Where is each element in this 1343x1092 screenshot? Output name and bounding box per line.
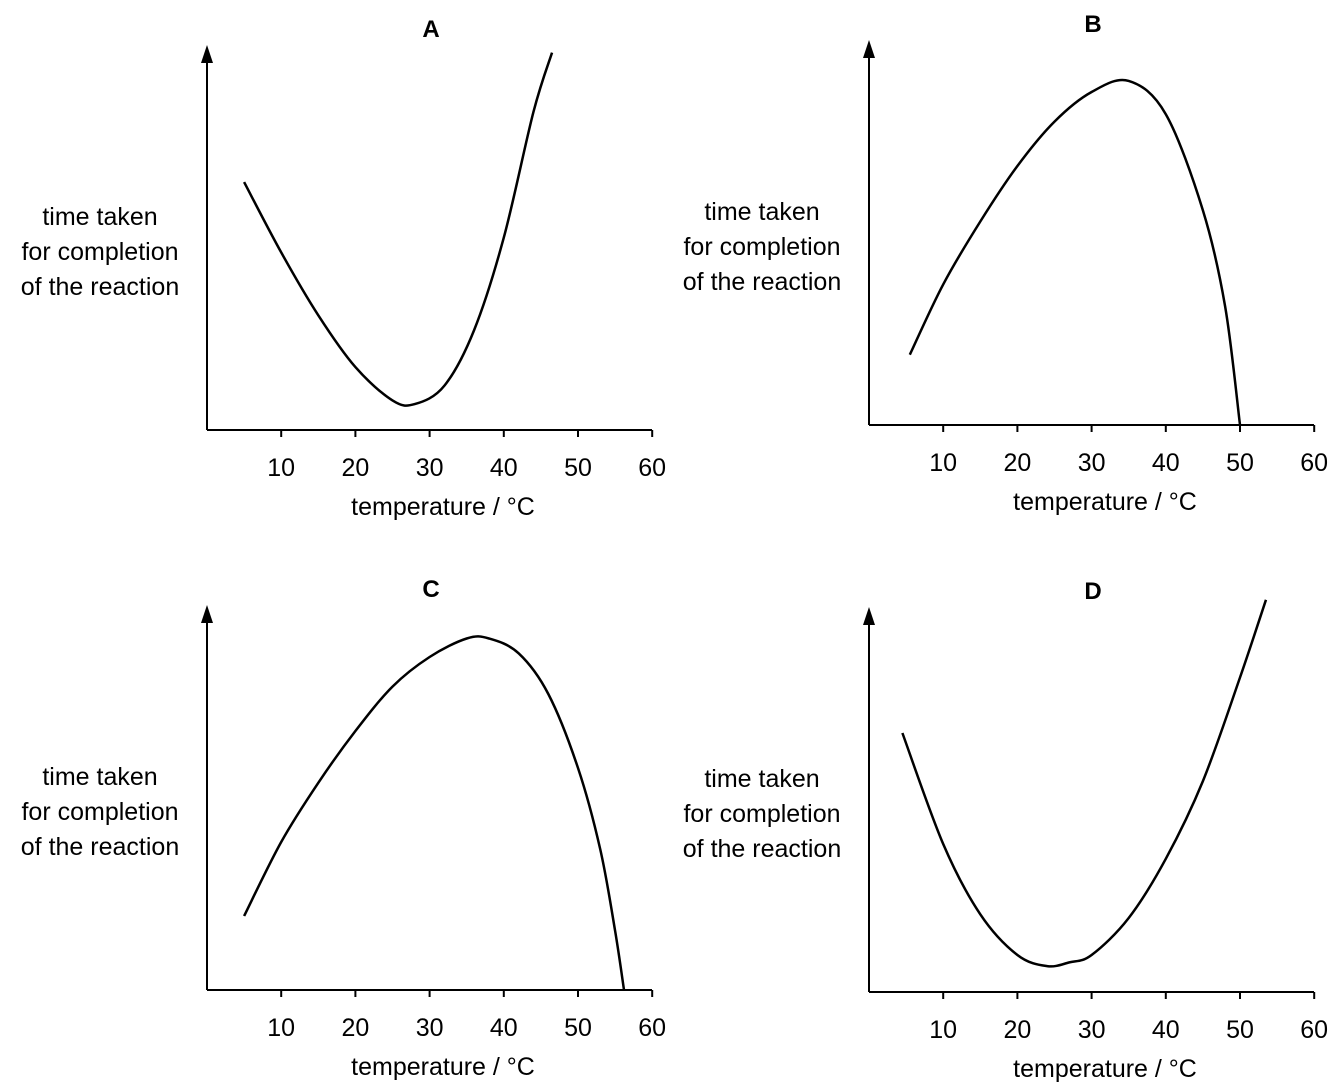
chart-panel-b: B 10 20 30 40 50 60 temperature / °C time taken f… [662, 0, 1328, 525]
x-tick-label: 10 [267, 1014, 295, 1042]
x-tick-label: 50 [1226, 1016, 1254, 1044]
chart-svg: A 10 20 30 40 50 60 temperature / °C [201, 16, 666, 521]
x-tick-label: 50 [564, 1014, 592, 1042]
x-tick-label: 60 [638, 454, 666, 482]
y-axis-label-line: for completion [683, 800, 841, 828]
y-axis-label: time taken for completion of the reaction [0, 200, 200, 305]
data-curve [901, 599, 1268, 968]
chart-panel-c: C 10 20 30 40 50 60 temperature / °C time taken f… [0, 560, 666, 1090]
y-axis-label-line: time taken [704, 765, 820, 793]
y-axis-label-line: time taken [704, 198, 820, 226]
x-tick-label: 40 [490, 454, 518, 482]
data-curve [242, 635, 626, 991]
y-axis-label-line: time taken [42, 203, 158, 231]
x-axis-label: temperature / °C [1013, 1055, 1197, 1083]
y-axis-label: time taken for completion of the reaction [0, 760, 200, 865]
y-axis-label: time taken for completion of the reaction [662, 195, 862, 300]
y-axis-arrow-icon [863, 607, 875, 625]
x-tick-label: 20 [341, 454, 369, 482]
x-tick-label: 60 [1300, 1016, 1328, 1044]
chart-svg: B 10 20 30 40 50 60 temperature / °C [863, 11, 1328, 516]
y-axis-label-line: of the reaction [20, 273, 180, 301]
chart-title: B [1084, 11, 1101, 38]
x-axis-label: temperature / °C [1013, 488, 1197, 516]
y-axis-label-line: of the reaction [682, 268, 842, 296]
chart-panel-a: A 10 20 30 40 50 60 temperature / °C time taken f… [0, 0, 666, 530]
x-axis-label: temperature / °C [351, 493, 535, 521]
x-tick-label: 60 [1300, 449, 1328, 477]
chart-title: C [422, 576, 439, 603]
y-axis-label-line: of the reaction [682, 835, 842, 863]
chart-panel-d: D 10 20 30 40 50 60 temperature / °C time taken f… [662, 562, 1328, 1092]
data-curve [242, 52, 554, 407]
x-tick-label: 20 [341, 1014, 369, 1042]
x-axis-label: temperature / °C [351, 1053, 535, 1081]
x-tick-label: 10 [929, 449, 957, 477]
x-tick-label: 20 [1003, 1016, 1031, 1044]
x-tick-label: 20 [1003, 449, 1031, 477]
x-tick-label: 10 [267, 454, 295, 482]
x-tick-label: 30 [1078, 449, 1106, 477]
x-tick-label: 40 [1152, 1016, 1180, 1044]
x-tick-label: 40 [490, 1014, 518, 1042]
x-tick-label: 30 [416, 1014, 444, 1042]
x-tick-label: 50 [1226, 449, 1254, 477]
y-axis-label-line: for completion [21, 238, 179, 266]
y-axis-arrow-icon [201, 45, 213, 63]
chart-svg: D 10 20 30 40 50 60 temperature / °C [863, 578, 1328, 1083]
x-tick-label: 10 [929, 1016, 957, 1044]
y-axis-label-line: time taken [42, 763, 158, 791]
y-axis-arrow-icon [201, 605, 213, 623]
x-tick-label: 60 [638, 1014, 666, 1042]
y-axis-arrow-icon [863, 40, 875, 58]
x-tick-label: 30 [1078, 1016, 1106, 1044]
chart-title: D [1084, 578, 1101, 605]
x-tick-label: 50 [564, 454, 592, 482]
data-curve [908, 78, 1242, 426]
y-axis-label-line: for completion [683, 233, 841, 261]
chart-title: A [422, 16, 439, 43]
chart-svg: C 10 20 30 40 50 60 temperature / °C [201, 576, 666, 1081]
y-axis-label: time taken for completion of the reaction [662, 762, 862, 867]
x-tick-label: 40 [1152, 449, 1180, 477]
x-tick-label: 30 [416, 454, 444, 482]
y-axis-label-line: for completion [21, 798, 179, 826]
y-axis-label-line: of the reaction [20, 833, 180, 861]
